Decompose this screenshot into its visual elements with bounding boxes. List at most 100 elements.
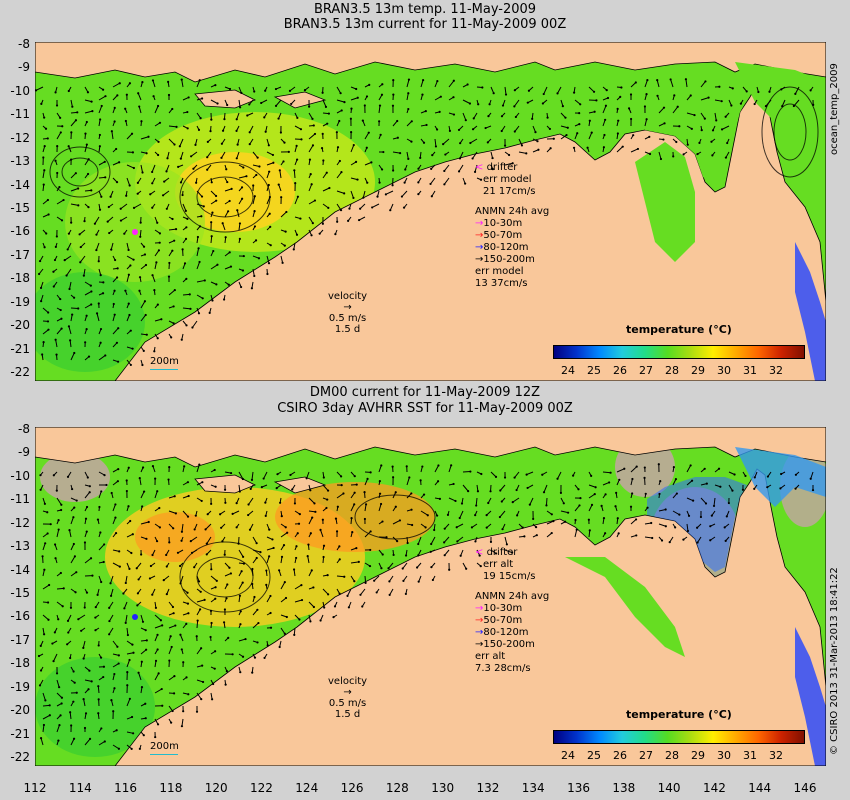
current-arrow-head [143, 253, 147, 256]
current-arrow-head [85, 120, 88, 124]
x-tick-label: 122 [250, 781, 273, 795]
current-arrow [79, 255, 86, 263]
current-arrow-head [469, 470, 472, 473]
current-arrow-head [113, 120, 116, 123]
current-arrow-head [363, 517, 367, 521]
current-arrow-head [450, 464, 453, 467]
current-arrow-head [47, 618, 50, 621]
current-arrow [518, 151, 527, 154]
current-arrow-head [124, 107, 127, 110]
y-tick-label: -12 [10, 515, 30, 530]
current-arrow-head [117, 747, 121, 750]
current-arrow-head [657, 463, 660, 466]
legend-depth: 50-70m [483, 615, 523, 626]
current-arrow-head [43, 568, 46, 571]
current-arrow-head [180, 648, 183, 651]
current-arrow [364, 504, 367, 512]
current-arrow-head [381, 520, 384, 523]
current-arrow-head [73, 681, 76, 684]
current-arrow-head [195, 181, 198, 184]
colorbar-tick-label: 26 [613, 364, 627, 377]
current-arrow-head [96, 518, 100, 521]
current-arrow [70, 556, 76, 564]
current-arrow-head [265, 569, 268, 572]
current-arrow [126, 627, 129, 636]
current-arrow-head [809, 89, 812, 92]
current-arrow-head [351, 531, 354, 534]
current-arrow [602, 105, 607, 114]
current-arrow-head [338, 558, 341, 561]
current-arrow-head [112, 302, 115, 306]
current-arrow-head [324, 105, 328, 108]
current-arrow [308, 200, 316, 205]
current-arrow [84, 491, 91, 499]
depth-arrow-icon: → [475, 639, 484, 650]
current-arrow-head [627, 107, 631, 110]
current-arrow [462, 484, 469, 492]
current-arrow-head [263, 656, 266, 660]
current-arrow [322, 187, 330, 192]
current-arrow [266, 255, 270, 264]
current-arrow-head [144, 702, 147, 705]
current-arrow [359, 203, 366, 210]
current-arrow-head [431, 154, 434, 157]
current-arrow-head [349, 117, 352, 120]
current-arrow-head [602, 146, 605, 149]
current-arrow-head [282, 160, 285, 163]
current-arrow-head [151, 465, 155, 468]
current-arrow-head [311, 516, 314, 519]
current-arrow-head [77, 204, 80, 207]
current-arrow-head [485, 514, 488, 517]
current-arrow [686, 497, 694, 502]
current-arrow-head [62, 198, 65, 202]
current-arrow-head [72, 516, 75, 519]
current-arrow-head [710, 514, 713, 517]
current-arrow-head [248, 103, 251, 106]
current-arrow-head [91, 110, 94, 113]
current-arrow-head [63, 259, 66, 262]
island [273, 476, 327, 494]
current-arrow-head [142, 490, 146, 493]
current-arrow [713, 497, 716, 506]
current-arrow-head [668, 541, 671, 544]
current-arrow-head [145, 537, 148, 540]
coastal-cold-band [795, 242, 826, 381]
current-arrow [630, 519, 637, 525]
current-arrow [448, 465, 452, 473]
current-arrow-head [369, 548, 372, 552]
current-arrow-head [643, 476, 646, 480]
current-arrow [279, 170, 282, 179]
x-tick-label: 124 [295, 781, 319, 795]
current-arrow [406, 477, 410, 486]
current-arrow [672, 106, 679, 114]
current-arrow-head [448, 568, 451, 571]
current-arrow [125, 614, 128, 623]
current-arrow-head [437, 464, 440, 467]
current-arrow [107, 216, 114, 223]
current-arrow-head [308, 105, 311, 108]
current-arrow [179, 138, 184, 147]
current-arrow-head [87, 688, 90, 691]
current-arrow-head [156, 104, 160, 108]
current-arrow-head [402, 206, 406, 209]
current-arrow-head [699, 515, 703, 519]
y-tick-label: -18 [10, 271, 30, 286]
current-arrow-head [322, 476, 325, 479]
current-arrow-head [248, 143, 251, 146]
current-arrow-head [84, 132, 87, 135]
current-arrow-head [380, 567, 383, 570]
current-arrow-head [140, 660, 143, 663]
current-arrow-head [297, 522, 301, 525]
current-arrow-head [215, 579, 218, 582]
current-arrow-head [381, 83, 384, 86]
current-arrow-head [226, 103, 229, 107]
current-arrow-head [144, 263, 148, 267]
current-arrow-head [491, 168, 494, 171]
x-tick-label: 146 [793, 781, 817, 795]
current-arrow-head [122, 592, 125, 595]
current-arrow-head [90, 680, 93, 683]
current-arrow-head [129, 519, 132, 523]
current-arrow-head [604, 493, 607, 496]
current-arrow-head [39, 488, 42, 491]
current-arrow-head [99, 274, 102, 277]
